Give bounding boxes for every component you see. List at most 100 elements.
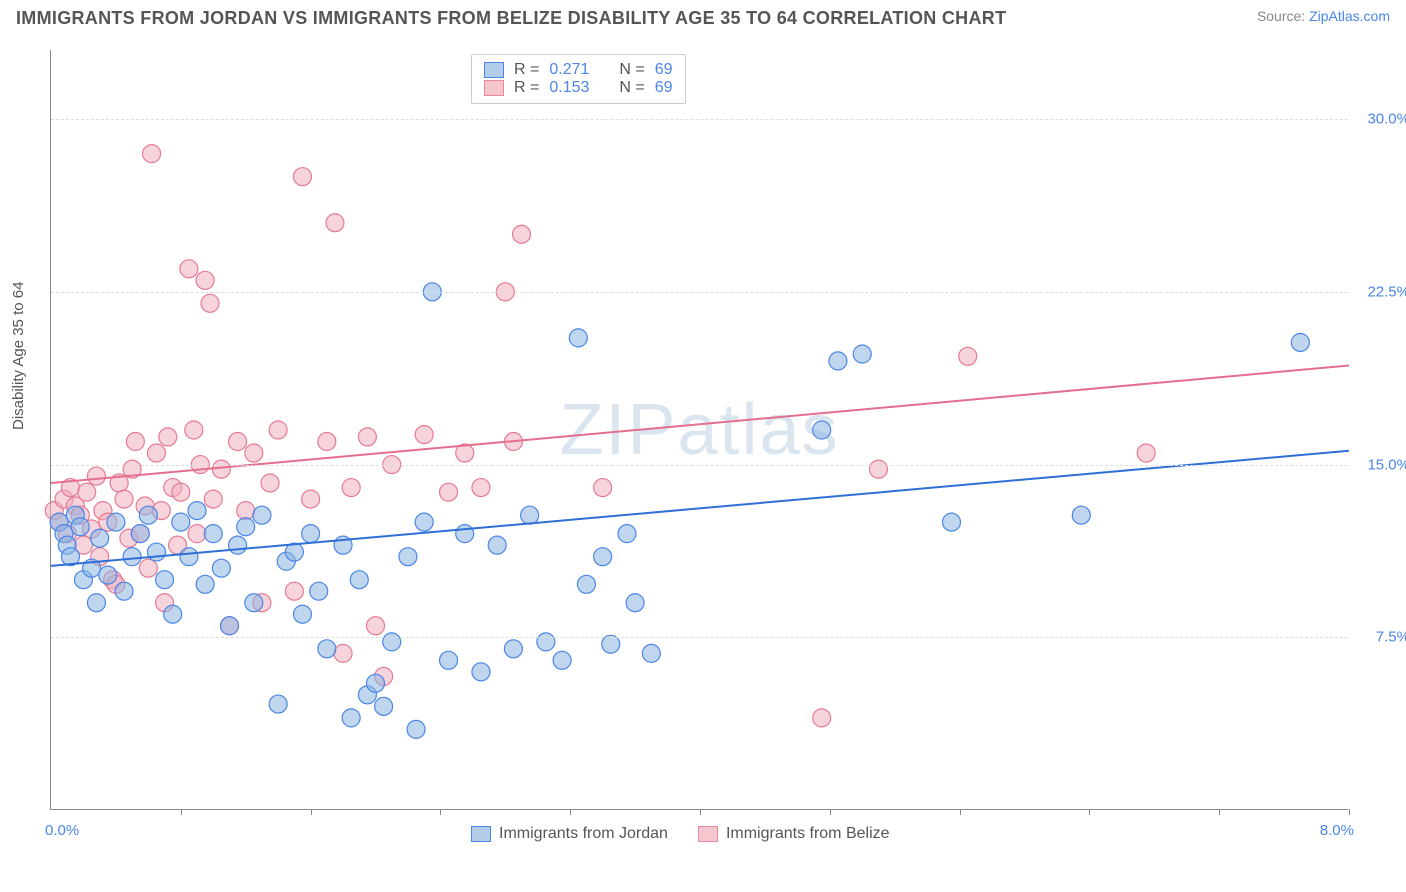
data-point-jordan (139, 506, 157, 524)
data-point-jordan (618, 525, 636, 543)
data-point-belize (139, 559, 157, 577)
data-point-jordan (504, 640, 522, 658)
y-tick-label: 30.0% (1367, 111, 1406, 128)
data-point-belize (188, 525, 206, 543)
data-point-belize (285, 582, 303, 600)
data-point-jordan (440, 651, 458, 669)
data-point-belize (201, 294, 219, 312)
data-point-jordan (220, 617, 238, 635)
legend-item: Immigrants from Belize (698, 825, 890, 843)
data-point-jordan (472, 663, 490, 681)
data-point-jordan (367, 674, 385, 692)
y-tick-label: 22.5% (1367, 283, 1406, 300)
n-value: 69 (655, 79, 673, 97)
legend-item: Immigrants from Jordan (471, 825, 668, 843)
n-label: N = (619, 79, 644, 97)
data-point-jordan (853, 345, 871, 363)
data-point-jordan (813, 421, 831, 439)
data-point-jordan (204, 525, 222, 543)
data-point-jordan (245, 594, 263, 612)
header: IMMIGRANTS FROM JORDAN VS IMMIGRANTS FRO… (0, 0, 1406, 33)
data-point-belize (358, 428, 376, 446)
data-point-jordan (212, 559, 230, 577)
data-point-belize (126, 433, 144, 451)
y-axis-label: Disability Age 35 to 64 (10, 282, 27, 430)
data-point-jordan (147, 543, 165, 561)
r-value: 0.271 (549, 61, 589, 79)
data-point-belize (1137, 444, 1155, 462)
legend-series: Immigrants from Jordan Immigrants from B… (471, 825, 890, 843)
n-value: 69 (655, 61, 673, 79)
y-tick-label: 15.0% (1367, 456, 1406, 473)
data-point-belize (334, 644, 352, 662)
scatter-plot-svg (51, 50, 1348, 809)
source-prefix: Source: (1257, 8, 1309, 24)
data-point-belize (342, 479, 360, 497)
data-point-jordan (399, 548, 417, 566)
data-point-belize (440, 483, 458, 501)
legend-swatch (471, 826, 491, 842)
data-point-jordan (91, 529, 109, 547)
data-point-jordan (318, 640, 336, 658)
x-min-label: 0.0% (45, 822, 79, 839)
data-point-jordan (383, 633, 401, 651)
data-point-jordan (1291, 333, 1309, 351)
data-point-belize (143, 145, 161, 163)
data-point-jordan (188, 502, 206, 520)
data-point-belize (87, 467, 105, 485)
data-point-belize (78, 483, 96, 501)
legend-label: Immigrants from Belize (726, 825, 890, 843)
data-point-belize (326, 214, 344, 232)
data-point-jordan (172, 513, 190, 531)
data-point-belize (204, 490, 222, 508)
data-point-jordan (253, 506, 271, 524)
data-point-belize (115, 490, 133, 508)
data-point-jordan (156, 571, 174, 589)
data-point-belize (245, 444, 263, 462)
legend-stats-row: R = 0.271 N = 69 (484, 61, 673, 79)
data-point-belize (196, 271, 214, 289)
data-point-jordan (553, 651, 571, 669)
r-label: R = (514, 61, 539, 79)
data-point-belize (367, 617, 385, 635)
legend-stats: R = 0.271 N = 69 R = 0.153 N = 69 (471, 54, 686, 104)
chart-title: IMMIGRANTS FROM JORDAN VS IMMIGRANTS FRO… (16, 8, 1006, 29)
data-point-belize (172, 483, 190, 501)
r-label: R = (514, 79, 539, 97)
r-value: 0.153 (549, 79, 589, 97)
data-point-jordan (115, 582, 133, 600)
chart-plot-area: ZIPatlas R = 0.271 N = 69 R = 0.153 N = … (50, 50, 1348, 810)
data-point-belize (869, 460, 887, 478)
data-point-belize (269, 421, 287, 439)
data-point-jordan (569, 329, 587, 347)
legend-swatch (698, 826, 718, 842)
data-point-jordan (415, 513, 433, 531)
source-link[interactable]: ZipAtlas.com (1309, 8, 1390, 24)
data-point-jordan (350, 571, 368, 589)
data-point-belize (212, 460, 230, 478)
data-point-jordan (626, 594, 644, 612)
data-point-jordan (229, 536, 247, 554)
data-point-jordan (164, 605, 182, 623)
data-point-jordan (269, 695, 287, 713)
data-point-jordan (829, 352, 847, 370)
y-tick-label: 7.5% (1376, 629, 1406, 646)
data-point-jordan (107, 513, 125, 531)
data-point-belize (302, 490, 320, 508)
data-point-belize (261, 474, 279, 492)
data-point-jordan (123, 548, 141, 566)
x-max-label: 8.0% (1320, 822, 1354, 839)
data-point-belize (415, 426, 433, 444)
data-point-belize (813, 709, 831, 727)
data-point-jordan (375, 697, 393, 715)
data-point-belize (513, 225, 531, 243)
legend-swatch (484, 62, 504, 78)
data-point-belize (472, 479, 490, 497)
legend-swatch (484, 80, 504, 96)
data-point-jordan (99, 566, 117, 584)
data-point-jordan (131, 525, 149, 543)
data-point-jordan (407, 720, 425, 738)
n-label: N = (619, 61, 644, 79)
data-point-jordan (293, 605, 311, 623)
data-point-jordan (488, 536, 506, 554)
